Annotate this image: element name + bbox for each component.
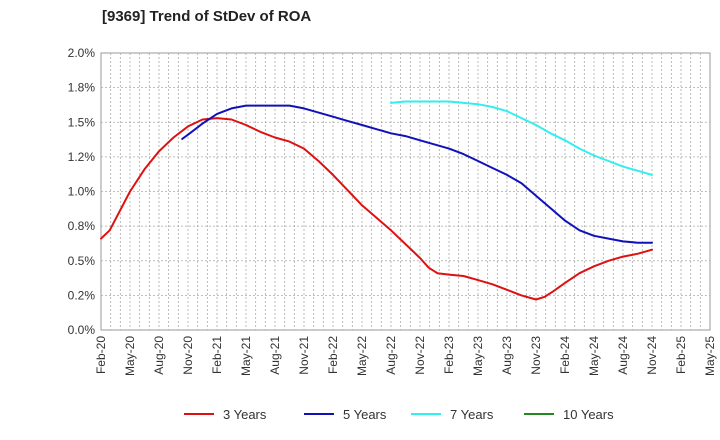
- series-line-3-years: [100, 117, 653, 301]
- x-tick-label: Feb-22: [326, 336, 340, 374]
- legend-label: 10 Years: [563, 407, 614, 422]
- x-tick-label: Aug-24: [616, 336, 630, 375]
- x-tick-label: Feb-25: [674, 336, 688, 374]
- x-tick-label: Feb-23: [442, 336, 456, 374]
- x-tick-label: Feb-24: [558, 336, 572, 374]
- x-tick-label: May-22: [355, 336, 369, 376]
- x-tick-label: Nov-20: [181, 336, 195, 375]
- y-tick-label: 0.5%: [68, 254, 96, 268]
- legend-label: 7 Years: [450, 407, 494, 422]
- y-tick-label: 2.0%: [68, 46, 96, 60]
- x-tick-label: May-23: [471, 336, 485, 376]
- x-tick-label: Nov-21: [297, 336, 311, 375]
- x-tick-label: Aug-22: [384, 336, 398, 375]
- x-tick-label: Feb-21: [210, 336, 224, 374]
- y-tick-label: 0.8%: [68, 219, 96, 233]
- y-tick-label: 0.2%: [68, 288, 96, 302]
- x-tick-label: Nov-23: [529, 336, 543, 375]
- x-tick-label: May-20: [123, 336, 137, 376]
- y-tick-label: 1.8%: [68, 81, 96, 95]
- x-tick-label: Aug-23: [500, 336, 514, 375]
- chart-title: [9369] Trend of StDev of ROA: [102, 8, 312, 25]
- x-tick-label: Nov-24: [645, 336, 659, 375]
- y-tick-label: 1.5%: [68, 115, 96, 129]
- x-tick-label: Aug-21: [268, 336, 282, 375]
- legend-label: 3 Years: [223, 407, 267, 422]
- x-tick-label: Aug-20: [152, 336, 166, 375]
- x-tick-label: May-24: [587, 336, 601, 376]
- series-line-7-years: [390, 100, 653, 176]
- y-tick-label: 1.2%: [68, 150, 96, 164]
- y-tick-label: 0.0%: [68, 323, 96, 337]
- y-tick-label: 1.0%: [68, 185, 96, 199]
- x-tick-label: May-25: [703, 336, 717, 376]
- x-tick-label: May-21: [239, 336, 253, 376]
- x-tick-label: Nov-22: [413, 336, 427, 375]
- series-line-5-years: [181, 104, 653, 244]
- x-tick-label: Feb-20: [94, 336, 108, 374]
- legend-label: 5 Years: [343, 407, 387, 422]
